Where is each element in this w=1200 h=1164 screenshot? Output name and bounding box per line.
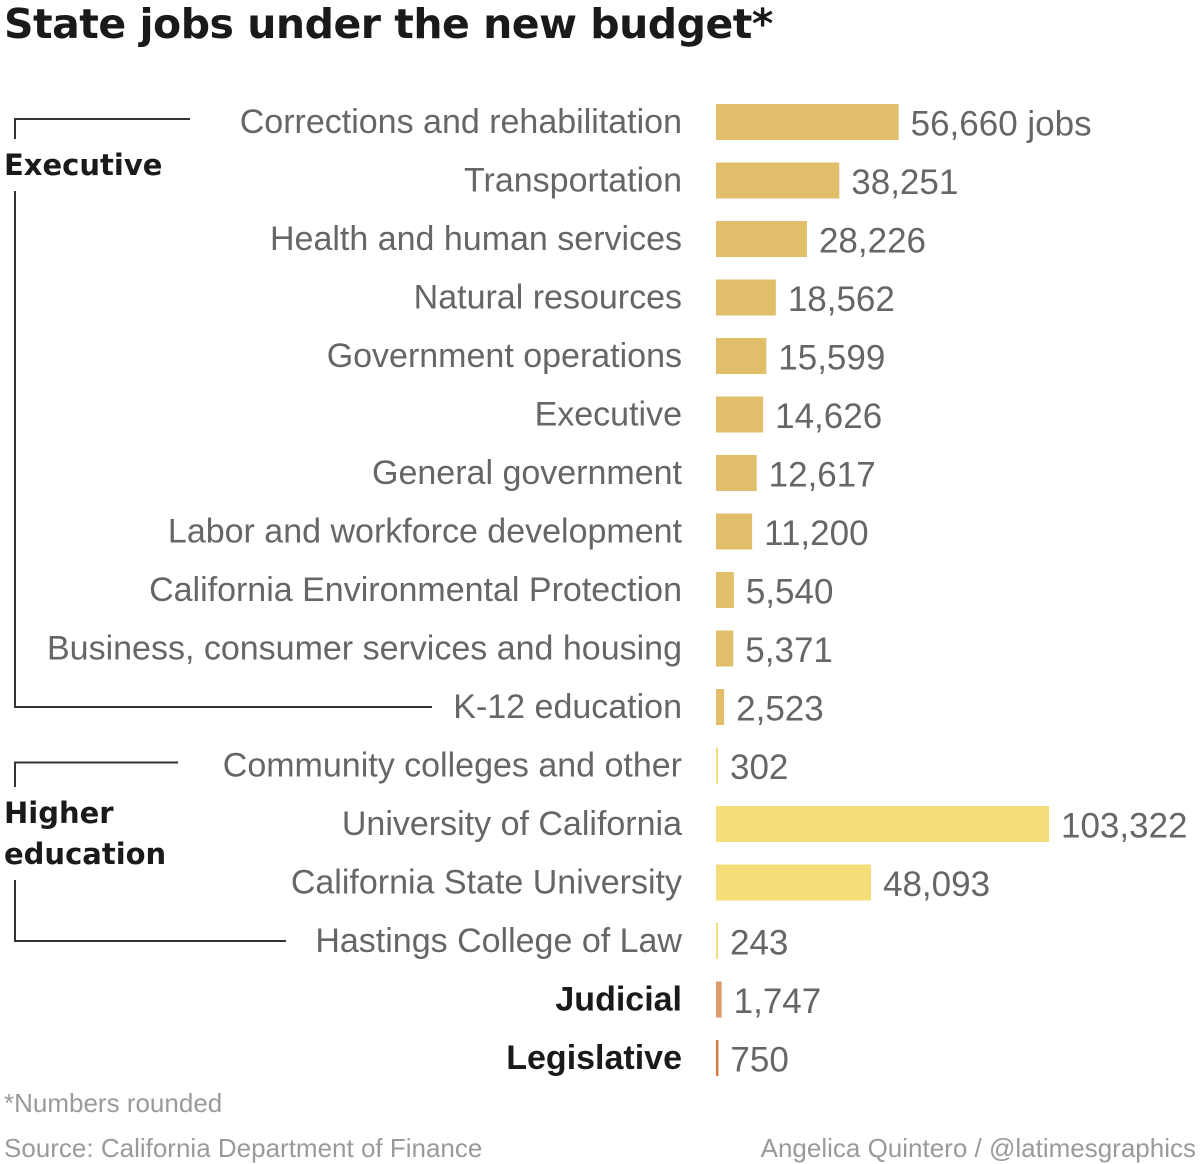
bar (716, 221, 807, 257)
bar (716, 630, 734, 667)
value-label: 15,599 (778, 339, 885, 378)
category-label: K-12 education (453, 688, 682, 726)
value-label: 18,562 (788, 280, 895, 319)
bar (716, 338, 767, 374)
value-label: 28,226 (819, 222, 926, 261)
bar (716, 513, 753, 550)
bar (716, 806, 1049, 842)
value-label: 12,617 (769, 456, 876, 495)
group-bracket-bottom (14, 880, 286, 942)
category-label: Corrections and rehabilitation (240, 103, 682, 141)
category-label: Health and human services (270, 220, 682, 258)
bar (716, 1040, 719, 1076)
category-label: Business, consumer services and housing (47, 630, 682, 668)
category-label: California State University (291, 864, 682, 902)
category-label: General government (372, 454, 683, 492)
source-note: Source: California Department of Finance (4, 1133, 483, 1163)
value-label: 243 (730, 924, 788, 963)
bar (716, 864, 872, 901)
category-label: Legislative (506, 1039, 682, 1077)
category-label: Natural resources (414, 279, 682, 317)
category-label: Executive (535, 396, 682, 434)
bar (716, 162, 840, 199)
value-label: 48,093 (883, 865, 990, 904)
category-label: Labor and workforce development (168, 513, 683, 551)
category-label: Government operations (327, 337, 682, 375)
value-label: 103,322 (1061, 807, 1188, 846)
value-label: 11,200 (764, 514, 868, 553)
category-label: Community colleges and other (223, 747, 682, 785)
value-label: 750 (730, 1041, 788, 1080)
value-label: 302 (730, 748, 788, 787)
group-label: Executive (4, 148, 162, 182)
bar (716, 279, 776, 316)
category-label: California Environmental Protection (149, 571, 682, 609)
bar (716, 981, 722, 1018)
category-label: Transportation (464, 162, 682, 200)
group-bracket-top (14, 761, 178, 787)
value-label: 2,523 (736, 690, 824, 729)
bar (716, 747, 718, 784)
bar (716, 104, 899, 140)
category-label: University of California (342, 805, 682, 843)
footnote: *Numbers rounded (4, 1088, 223, 1118)
value-label: 1,747 (734, 982, 822, 1021)
group-bracket-top (14, 118, 190, 139)
bar (716, 396, 764, 433)
credit-note: Angelica Quintero / @latimesgraphics (760, 1133, 1196, 1163)
value-label: 56,660 jobs (911, 105, 1092, 144)
category-label: Judicial (555, 981, 682, 1019)
value-label: 14,626 (775, 397, 882, 436)
category-label: Hastings College of Law (315, 922, 682, 960)
value-label: 5,540 (746, 573, 834, 612)
group-label: Higher (4, 796, 114, 830)
value-label: 5,371 (745, 631, 833, 670)
bar (716, 923, 718, 959)
bar (716, 689, 725, 725)
bar (716, 455, 757, 491)
group-bracket-bottom (14, 191, 432, 708)
value-label: 38,251 (851, 163, 958, 202)
chart-title: State jobs under the new budget* (4, 0, 773, 48)
group-label: education (4, 837, 166, 871)
bar (716, 572, 734, 608)
